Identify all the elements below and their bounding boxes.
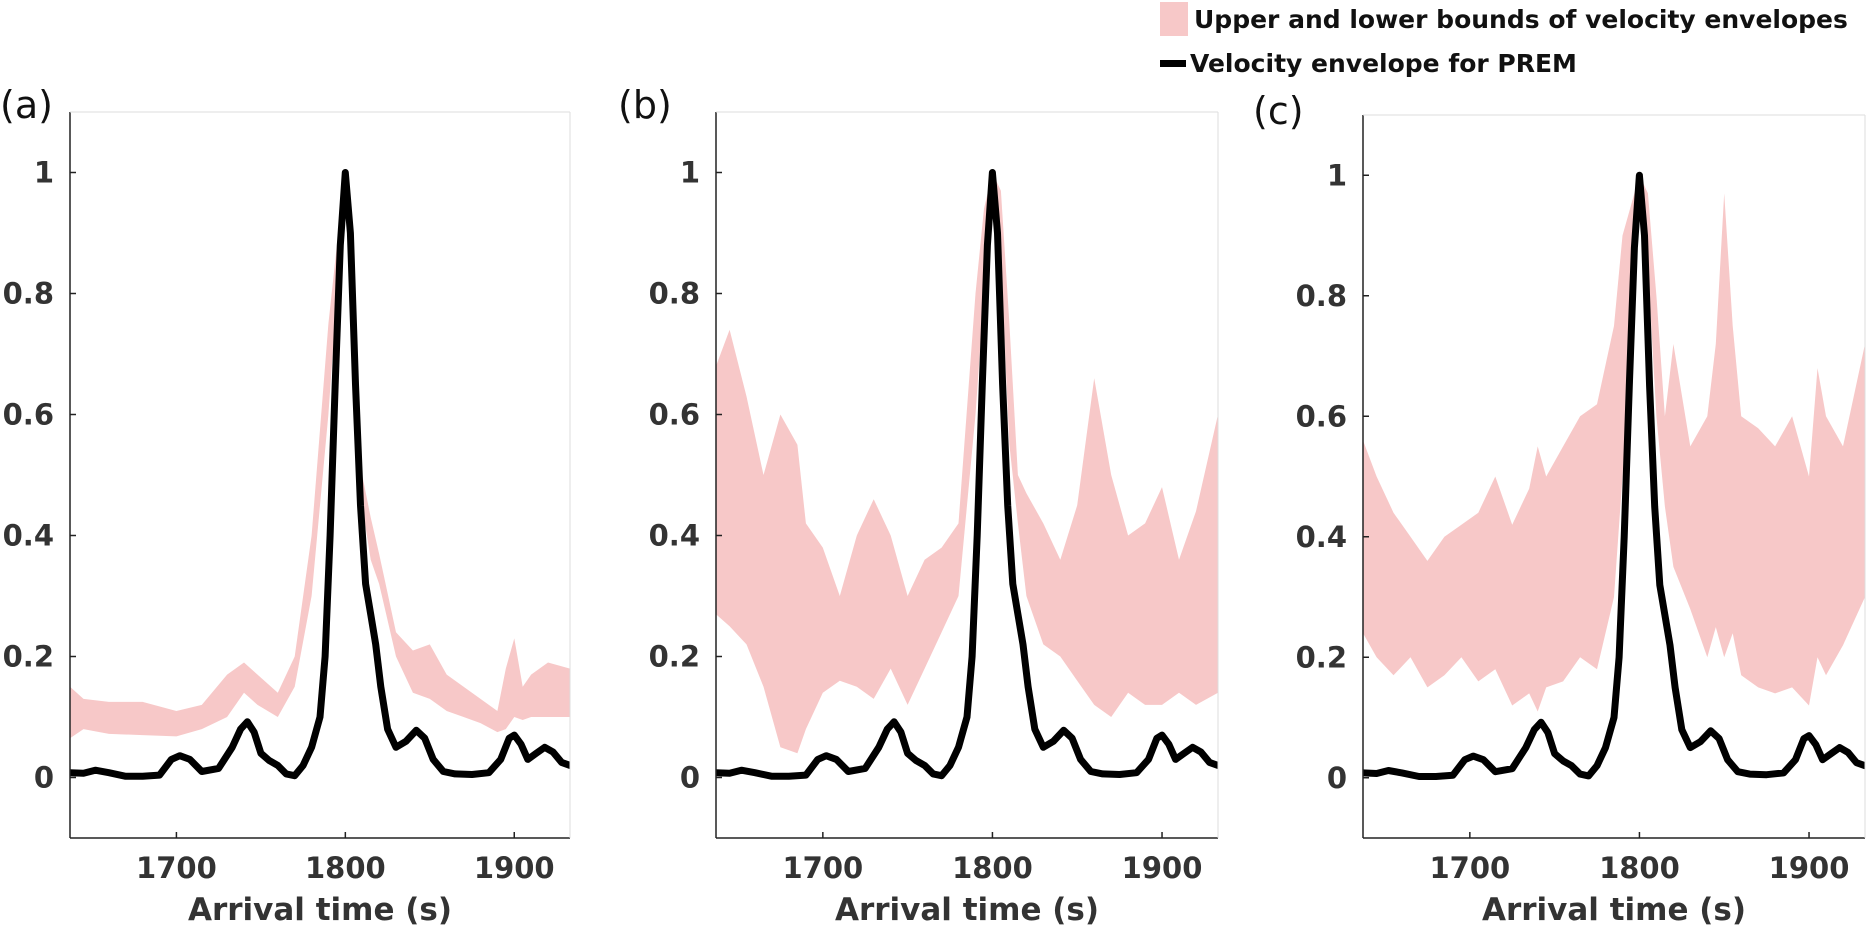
x-axis-label: Arrival time (s): [835, 892, 1099, 928]
y-tick-label: 0.4: [649, 519, 700, 553]
y-tick-label: 1: [1327, 158, 1347, 192]
plot-area: [70, 169, 570, 780]
y-tick-label: 1: [34, 156, 54, 190]
x-tick-label: 1900: [1769, 851, 1850, 885]
y-tick-label: 0: [34, 761, 54, 795]
y-tick-label: 0.8: [3, 277, 54, 311]
x-axis-label: Arrival time (s): [188, 892, 452, 928]
y-tick-label: 0: [680, 761, 700, 795]
panel-label: (b): [618, 83, 672, 127]
y-tick-label: 0.4: [3, 519, 54, 553]
panel-label: (c): [1253, 89, 1304, 133]
bounds-band: [1363, 175, 1865, 712]
y-tick-label: 0.6: [3, 398, 54, 432]
x-tick-label: 1700: [1429, 851, 1510, 885]
bounds-band: [70, 178, 570, 739]
prem-envelope-line: [1363, 171, 1865, 780]
y-tick-label: 0.2: [3, 640, 54, 674]
legend-line-label: Velocity envelope for PREM: [1190, 48, 1577, 78]
x-tick-label: 1900: [474, 851, 555, 885]
x-tick-label: 1700: [782, 851, 863, 885]
prem-envelope-line: [70, 169, 570, 780]
y-tick-label: 1: [680, 156, 700, 190]
legend: Upper and lower bounds of velocity envel…: [1160, 0, 1860, 80]
plot-area: [1363, 171, 1865, 780]
y-tick-label: 0.8: [1296, 279, 1347, 313]
x-axis-label: Arrival time (s): [1482, 892, 1746, 928]
legend-band-label: Upper and lower bounds of velocity envel…: [1194, 4, 1848, 34]
x-tick-label: 1800: [305, 851, 386, 885]
y-tick-label: 0: [1327, 761, 1347, 795]
y-tick-label: 0.2: [1296, 640, 1347, 674]
legend-line-swatch: [1160, 59, 1186, 67]
panel-label: (a): [0, 83, 53, 127]
legend-item-line: Velocity envelope for PREM: [1160, 44, 1577, 82]
bounds-band: [716, 172, 1218, 754]
chart-panel-b: 0 0.2 0.4 0.6 0.8 1 1700 1800 1900 Arrival time (…: [618, 83, 1219, 928]
x-tick-label: 1800: [1599, 851, 1680, 885]
legend-band-swatch: [1160, 2, 1188, 36]
y-tick-label: 0.6: [1296, 399, 1347, 433]
y-tick-label: 0.2: [649, 640, 700, 674]
y-tick-label: 0.8: [649, 277, 700, 311]
x-tick-label: 1900: [1122, 851, 1203, 885]
chart-panel-a: 0 0.2 0.4 0.6 0.8 1 1700 1800 1900 Arrival time (…: [0, 83, 571, 928]
plot-area: [716, 169, 1218, 780]
legend-item-band: Upper and lower bounds of velocity envel…: [1160, 0, 1848, 38]
prem-envelope-line: [716, 169, 1218, 780]
chart-panel-c: 0 0.2 0.4 0.6 0.8 1 1700 1800 1900 Arrival time (…: [1253, 89, 1866, 928]
y-tick-label: 0.6: [649, 398, 700, 432]
y-tick-label: 0.4: [1296, 520, 1347, 554]
x-tick-label: 1800: [952, 851, 1033, 885]
x-tick-label: 1700: [136, 851, 217, 885]
